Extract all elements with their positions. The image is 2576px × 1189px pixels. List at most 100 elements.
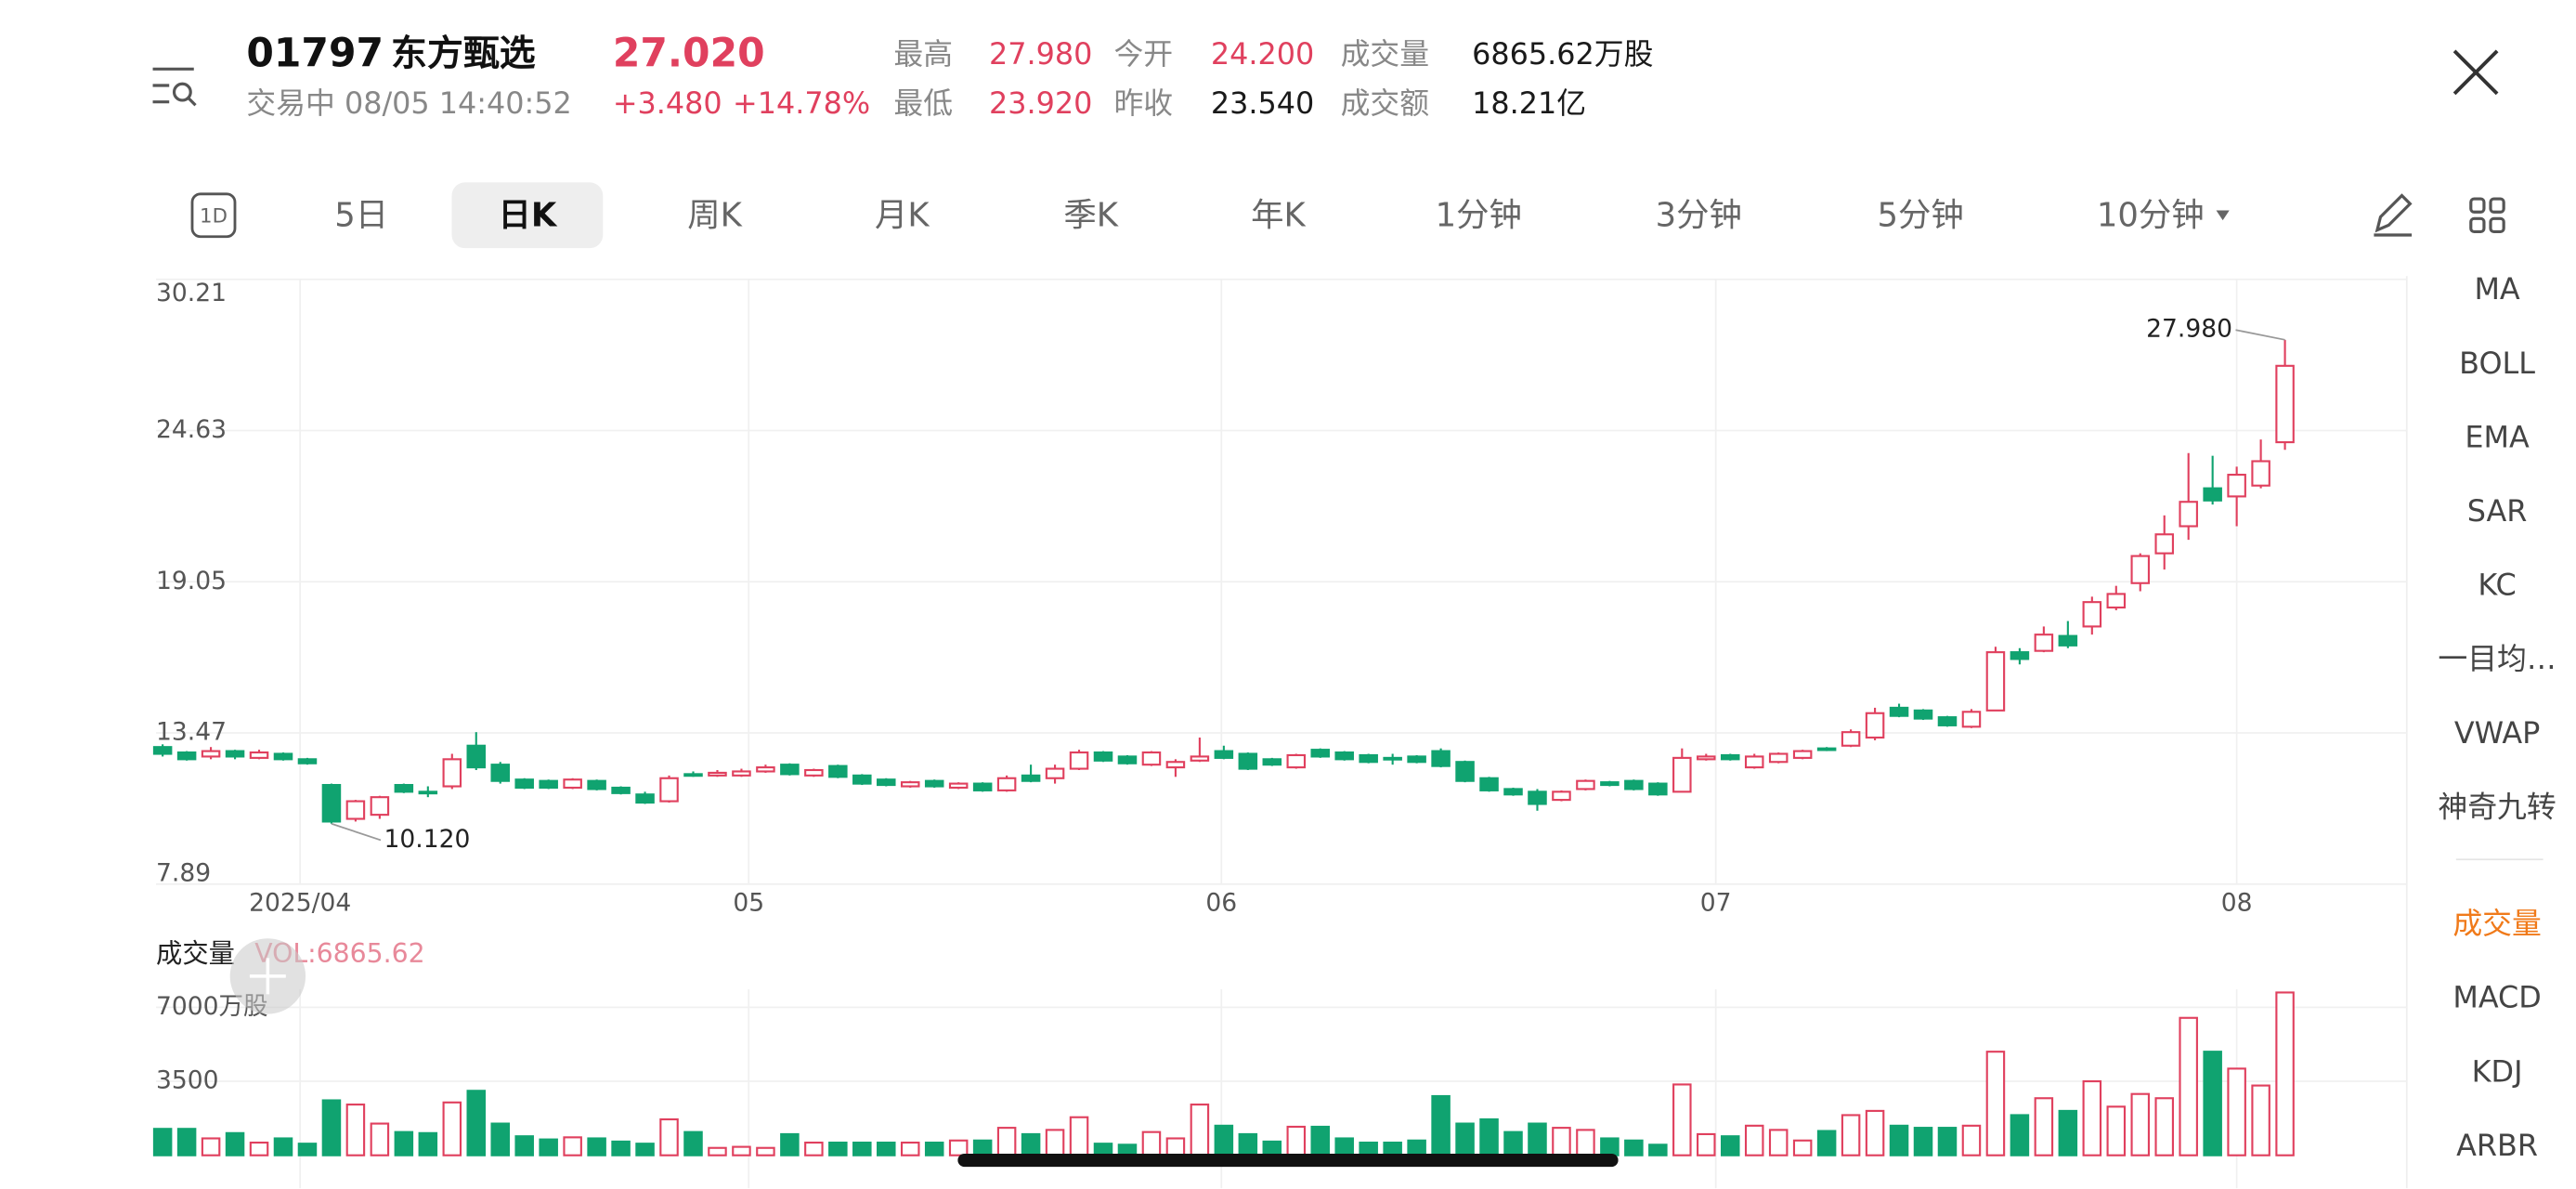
volume-bar [900,1141,920,1156]
candle-body [1648,782,1668,796]
volume-bar [587,1137,606,1156]
candle-body [2154,533,2174,555]
candle-body [996,777,1017,791]
volume-bar [1552,1127,1571,1156]
candle-body [1503,788,1523,796]
volume-bar [297,1143,318,1156]
grid-icon-cell [2469,197,2486,214]
period-tab[interactable]: 年K [1251,197,1306,235]
stat-label: 今开 [1113,36,1173,72]
candle-body [1937,716,1958,726]
volume-title: 成交量 [156,938,235,969]
period-tab[interactable]: 1D [200,205,228,229]
sub-indicator-option[interactable]: ARBR [2456,1128,2538,1163]
indicator-option[interactable]: VWAP [2454,715,2540,751]
candle-body [201,750,221,758]
volume-bar [2010,1114,2030,1156]
candle-body [1600,781,1620,787]
x-tick-label: 08 [2221,889,2253,918]
indicator-option[interactable]: KC [2478,568,2516,603]
candle-body [1021,774,1041,782]
close-button[interactable] [2452,49,2499,96]
candle-body [611,786,631,794]
period-tab[interactable]: 日K [498,197,557,235]
sub-indicator-option[interactable]: MACD [2452,980,2541,1015]
volume-bar [2203,1051,2222,1156]
candle-body [1190,755,1210,762]
volume-bar [1937,1127,1958,1156]
x-tick-label: 06 [1205,889,1237,918]
candle-body [394,783,414,793]
volume-bar [249,1141,269,1156]
indicator-option[interactable]: BOLL [2459,346,2535,381]
candle-body [2010,651,2030,660]
stat-value: 18.21亿 [1472,85,1586,121]
volume-bar [1238,1132,1258,1156]
candle-body [490,764,510,782]
volume-bar [1383,1141,1402,1156]
period-tab[interactable]: 1分钟 [1436,197,1522,235]
close-line [2452,49,2499,96]
y-tick-label: 13.47 [156,718,227,747]
candle-body [972,782,993,791]
menu-button[interactable] [152,67,197,107]
volume-bar [804,1141,824,1156]
volume-bar [563,1136,582,1156]
last-price: 27.020 [613,32,765,77]
sub-indicator-option[interactable]: KDJ [2472,1053,2523,1089]
stat-value: 6865.62万股 [1472,36,1653,72]
volume-bar [996,1127,1017,1156]
candle-body [1624,779,1644,790]
search-handle [188,98,197,107]
sub-indicator-option[interactable]: 成交量 [2452,906,2541,941]
period-tab[interactable]: 周K [687,197,742,235]
stock-code: 01797 [246,32,384,77]
candle-body [1334,751,1354,761]
add-button[interactable] [229,938,306,1014]
period-tab[interactable]: 3分钟 [1656,197,1742,235]
volume-bar [1455,1122,1475,1156]
x-tick-label: 05 [733,889,764,918]
period-tab[interactable]: 5日 [334,197,388,235]
candle-body [1359,753,1378,764]
volume-bar [2034,1097,2054,1156]
period-tab[interactable]: 月K [875,197,930,235]
volume-bar [1913,1127,1933,1156]
indicator-option[interactable]: MA [2474,271,2519,307]
period-tab[interactable]: 季K [1063,197,1118,235]
volume-bar [852,1141,872,1156]
volume-bar [345,1104,366,1156]
candle-body [1093,751,1113,762]
volume-bar [201,1137,221,1156]
candle-body [321,783,342,823]
draw-tool-button[interactable] [2374,193,2413,237]
stat-value: 23.540 [1211,85,1314,121]
volume-bar [1165,1137,1186,1156]
candle-body [1141,751,1162,766]
candle-body [2251,460,2270,487]
candle-body [1528,790,1547,805]
indicator-option[interactable]: EMA [2465,419,2530,454]
period-tab[interactable]: 5分钟 [1877,197,1963,235]
tab-icon-box [190,192,237,239]
candle-body [1214,750,1234,759]
volume-bar [370,1122,390,1156]
y-tick-label: 19.05 [156,567,227,595]
annotation-leader [2235,329,2285,341]
candle-body [514,778,534,790]
candle-body [297,758,318,764]
volume-bar [1479,1117,1499,1156]
candle-body [249,751,269,759]
indicator-option[interactable]: 一目均… [2438,641,2556,676]
candle-body [442,758,462,788]
candle-body [1045,767,1065,779]
grid-icon-cell [2489,197,2505,214]
candle-body [708,771,727,777]
candle-body [1961,711,1982,728]
volume-bar [321,1099,342,1156]
indicator-option[interactable]: 神奇九转 [2438,789,2556,824]
volume-bar [490,1122,510,1156]
layout-button[interactable] [2469,197,2505,234]
indicator-option[interactable]: SAR [2467,493,2528,529]
period-tab[interactable]: 10分钟 [2097,197,2205,235]
